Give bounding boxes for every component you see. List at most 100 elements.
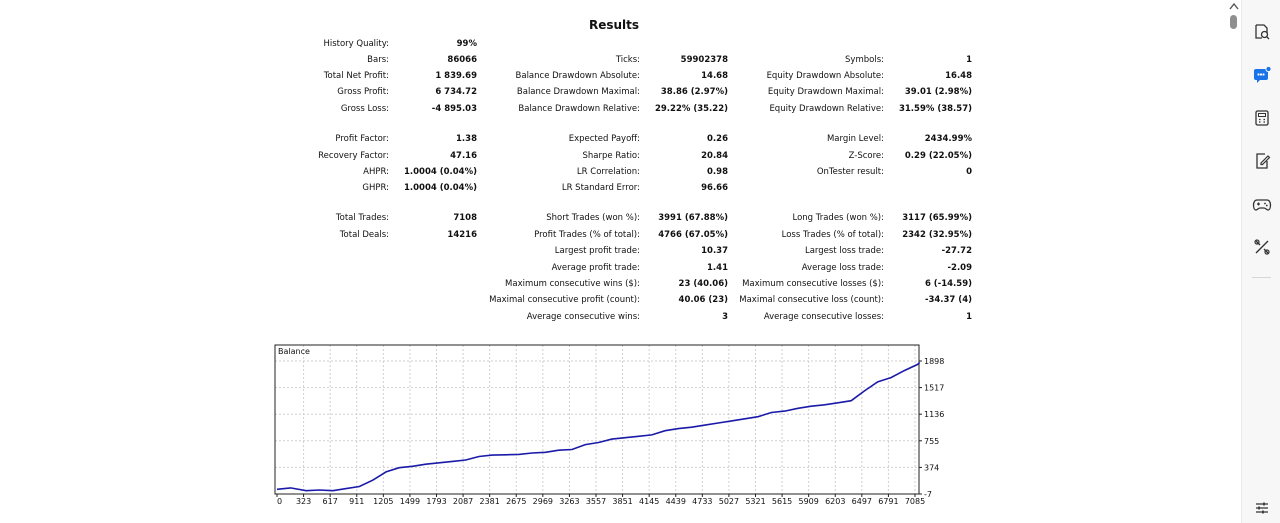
sidebar-divider (1252, 277, 1271, 278)
browser-sidebar (1241, 0, 1280, 523)
stat-label: Balance Drawdown Maximal: (516, 87, 640, 97)
stat-value: -34.37 (4) (924, 295, 972, 305)
stat-value: 99% (456, 39, 477, 49)
chart-title: Balance (278, 347, 310, 356)
stat-value: 1 (966, 55, 972, 65)
x-tick-label: 2087 (453, 497, 473, 506)
stat-label: Symbols: (845, 55, 884, 65)
x-tick-label: 6497 (852, 497, 872, 506)
stat-label: Equity Drawdown Absolute: (766, 71, 884, 81)
stat-value: 16.48 (945, 71, 972, 81)
stat-label: Total Net Profit: (323, 71, 389, 81)
sidebar-search-button[interactable] (1251, 21, 1273, 43)
stat-value: 3 (722, 312, 728, 322)
stat-value: 6 734.72 (435, 87, 477, 97)
stat-value: 31.59% (38.57) (898, 104, 972, 114)
edit-note-icon (1256, 153, 1271, 169)
x-tick-label: 617 (323, 497, 338, 506)
x-tick-label: 5909 (798, 497, 818, 506)
stat-value: 1 839.69 (435, 71, 477, 81)
stat-value: 86066 (447, 55, 477, 65)
stat-label: Maximal consecutive profit (count): (489, 295, 640, 305)
stat-label: Expected Payoff: (568, 134, 640, 144)
x-tick-label: 6203 (825, 497, 845, 506)
balance-series-line (276, 361, 921, 492)
x-tick-label: 911 (349, 497, 364, 506)
sidebar-games-button[interactable] (1251, 193, 1273, 215)
strategy-tester-report: Results History Quality: 99% Bars: 86066… (274, 18, 973, 506)
sidebar-copilot-button[interactable] (1251, 64, 1273, 86)
scrollbar-thumb[interactable] (1230, 15, 1237, 29)
stat-value: 7108 (453, 213, 477, 223)
x-tick-label: 6791 (878, 497, 898, 506)
stat-label: Largest profit trade: (554, 246, 640, 256)
x-tick-label: 1499 (400, 497, 420, 506)
stat-value: 4766 (67.05%) (658, 230, 728, 240)
x-axis: 0 323 617 911 1205 1499 1793 2087 2381 2675 2969 32… (276, 494, 925, 506)
stat-label: Long Trades (won %): (792, 213, 885, 223)
gamepad-icon (1252, 199, 1272, 211)
sidebar-calculator-button[interactable] (1251, 107, 1273, 129)
stat-value: 2434.99% (924, 134, 972, 144)
y-tick-label: 374 (924, 463, 939, 472)
stat-label: Ticks: (615, 55, 640, 65)
stat-value: 96.66 (701, 183, 728, 193)
stat-label: Maximum consecutive losses ($): (742, 279, 884, 289)
stat-label: Average consecutive wins: (526, 312, 640, 322)
y-tick-label: 1517 (924, 384, 944, 393)
stat-value: 1 (966, 312, 972, 322)
stat-value: 3117 (65.99%) (902, 213, 972, 223)
sidebar-notes-button[interactable] (1251, 150, 1273, 172)
stat-label: Largest loss trade: (804, 246, 884, 256)
x-tick-label: 3851 (612, 497, 632, 506)
stat-value: 10.37 (701, 246, 728, 256)
x-tick-label: 5615 (772, 497, 792, 506)
sidebar-tools-button[interactable] (1251, 236, 1273, 258)
stat-value: 0.29 (22.05%) (904, 151, 972, 161)
stat-value: 59902378 (680, 55, 728, 65)
results-title: Results (588, 18, 640, 32)
settings-sliders-icon (1256, 502, 1268, 514)
stat-label: Gross Profit: (337, 87, 389, 97)
stat-value: 20.84 (701, 151, 728, 161)
x-tick-label: 2969 (533, 497, 553, 506)
x-tick-label: 1793 (426, 497, 446, 506)
stat-label: Total Deals: (339, 230, 389, 240)
stat-label: Total Trades: (335, 213, 389, 223)
y-tick-label: 1898 (924, 357, 944, 366)
scroll-up-arrow-icon[interactable] (1229, 2, 1239, 10)
stat-label: History Quality: (323, 39, 389, 49)
y-tick-label: 1136 (924, 410, 944, 419)
sidebar-customize-button[interactable] (1251, 497, 1273, 519)
x-tick-label: 3557 (586, 497, 606, 506)
plot-frame (274, 344, 920, 495)
stat-label: GHPR: (362, 183, 389, 193)
x-tick-label: 1205 (373, 497, 393, 506)
x-tick-label: 4145 (639, 497, 659, 506)
stat-value: 6 (-14.59) (924, 279, 972, 289)
stat-label: Equity Drawdown Relative: (769, 104, 884, 114)
stat-label: LR Correlation: (576, 167, 640, 177)
stat-value: 14216 (447, 230, 477, 240)
stat-value: 23 (40.06) (678, 279, 728, 289)
stat-label: Maximum consecutive wins ($): (505, 279, 640, 289)
stat-value: 38.86 (2.97%) (660, 87, 728, 97)
stat-label: Average profit trade: (551, 263, 640, 273)
stat-value: 2342 (32.95%) (902, 230, 972, 240)
calculator-icon (1255, 110, 1269, 126)
stat-value: -4 895.03 (431, 104, 477, 114)
x-tick-label: 2381 (479, 497, 499, 506)
stat-label: Equity Drawdown Maximal: (767, 87, 884, 97)
stat-label: Short Trades (won %): (546, 213, 640, 223)
x-tick-label: 4733 (692, 497, 712, 506)
y-axis: 1898 1517 1136 755 374 -7 (919, 357, 944, 499)
stat-value: -2.09 (947, 263, 973, 273)
stat-label: Balance Drawdown Absolute: (515, 71, 640, 81)
stat-value: 1.0004 (0.04%) (403, 167, 477, 177)
stat-value: 1.38 (456, 134, 477, 144)
stat-value: -27.72 (941, 246, 972, 256)
stat-value: 3991 (67.88%) (658, 213, 728, 223)
x-tick-label: 2675 (506, 497, 526, 506)
stat-label: Z-Score: (848, 151, 884, 161)
stat-label: Margin Level: (826, 134, 884, 144)
